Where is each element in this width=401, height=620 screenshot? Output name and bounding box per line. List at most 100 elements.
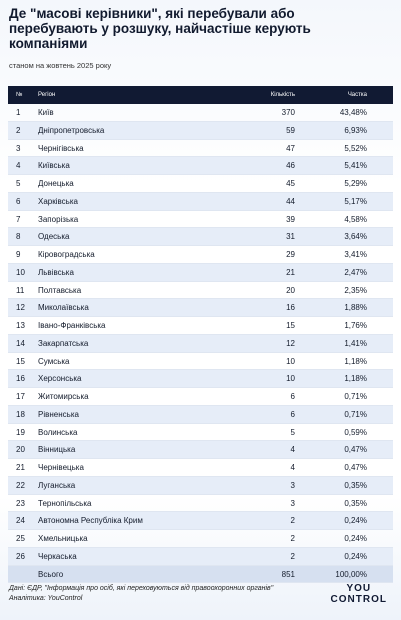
cell: 1,18% [344, 374, 367, 384]
cell: 16 [286, 303, 295, 313]
cell: 10 [286, 374, 295, 384]
cell: Миколаївська [38, 303, 89, 313]
table-row: 12 Миколаївська 16 1,88% [8, 299, 393, 317]
cell: Одеська [38, 232, 70, 242]
table: № Регіон Кількість Частка 1 Київ 370 43,48% 2 Дні… [8, 86, 393, 584]
cell: 6,93% [344, 125, 367, 135]
cell: 1,41% [344, 338, 367, 348]
subtitle: станом на жовтень 2025 року [9, 61, 112, 70]
cell: 43,48% [339, 108, 367, 117]
cell: Закарпатська [38, 338, 89, 348]
table-row: 8 Одеська 31 3,64% [8, 228, 393, 246]
column-header: Регіон [38, 92, 56, 98]
table-row: 7 Запорізька 39 4,58% [8, 211, 393, 229]
cell: Київська [38, 161, 70, 171]
table-row: 9 Кіровоградська 29 3,41% [8, 246, 393, 264]
cell: 31 [286, 232, 295, 242]
table-row: 23 Тернопільська 3 0,35% [8, 495, 393, 513]
table-row: 17 Житомирська 6 0,71% [8, 388, 393, 406]
table-row: 5 Донецька 45 5,29% [8, 175, 393, 193]
logo-line: CONTROL [330, 594, 387, 605]
cell: 8 [16, 232, 21, 242]
table-row: 3 Чернігівська 47 5,52% [8, 140, 393, 158]
cell: 24 [16, 516, 25, 526]
cell: 5,52% [344, 143, 367, 153]
cell: 7 [16, 214, 21, 224]
cell: Дніпропетровська [38, 125, 105, 135]
cell: 0,24% [344, 516, 367, 526]
cell: 4 [290, 445, 295, 455]
cell: Сумська [38, 356, 70, 366]
table-row: 25 Хмельницька 2 0,24% [8, 530, 393, 548]
cell: 12 [286, 338, 295, 348]
analytics: Аналітика: YouControl [9, 595, 83, 602]
cell: 3,41% [344, 250, 367, 259]
table-row: 6 Харківська 44 5,17% [8, 192, 393, 211]
cell: 2 [290, 516, 295, 526]
cell: 5,17% [344, 196, 367, 206]
table-row: 15 Сумська 10 1,18% [8, 353, 393, 371]
cell: 2 [290, 534, 295, 543]
cell: 370 [281, 108, 295, 117]
cell: Івано-Франківська [38, 321, 106, 330]
cell: 45 [286, 179, 295, 188]
cell: 0,47% [344, 445, 367, 455]
cell: Харківська [38, 196, 78, 206]
cell: 13 [16, 321, 25, 330]
cell: 5,41% [344, 161, 367, 171]
cell: 1,88% [344, 303, 367, 313]
table-row: 20 Вінницька 4 0,47% [8, 441, 393, 459]
cell: Вінницька [38, 445, 76, 455]
cell: 0,24% [344, 534, 367, 543]
cell: Тернопільська [38, 498, 92, 508]
table-row: 11 Полтавська 20 2,35% [8, 282, 393, 300]
table-row: 26 Черкаська 2 0,24% [8, 547, 393, 566]
cell: Автономна Республіка Крим [38, 516, 143, 526]
cell: 17 [16, 392, 25, 401]
cell: Чернівецька [38, 463, 84, 472]
cell: 6 [16, 196, 21, 206]
cell: 0,47% [344, 463, 367, 472]
column-header: № [16, 92, 23, 98]
cell: 100,00% [335, 569, 367, 579]
cell: 0,24% [344, 551, 367, 561]
cell: 4,58% [344, 214, 367, 224]
table-row: 16 Херсонська 10 1,18% [8, 370, 393, 388]
cell: Херсонська [38, 374, 82, 384]
cell: 47 [286, 143, 295, 153]
cell: Волинська [38, 427, 78, 437]
table-row: 2 Дніпропетровська 59 6,93% [8, 121, 393, 140]
cell: 18 [16, 409, 25, 419]
cell: Рівненська [38, 409, 79, 419]
header-row: № Регіон Кількість Частка [8, 86, 393, 104]
cell: 10 [286, 356, 295, 366]
cell: 9 [16, 250, 21, 259]
cell: 15 [286, 321, 295, 330]
cell: 0,59% [344, 427, 367, 437]
cell: 2,47% [344, 267, 367, 277]
cell: 59 [286, 125, 295, 135]
cell: 851 [281, 569, 295, 579]
footer: Дані: ЄДР, "Інформація про осіб, які пер… [9, 584, 339, 604]
cell: Хмельницька [38, 534, 88, 543]
cell: 4 [16, 161, 21, 171]
cell: Донецька [38, 179, 74, 188]
cell: Всього [38, 569, 64, 579]
cell: 0,35% [344, 498, 367, 508]
cell: 4 [290, 463, 295, 472]
cell: 2,35% [344, 285, 367, 295]
cell: 3 [290, 480, 295, 490]
cell: 23 [16, 498, 25, 508]
cell: 46 [286, 161, 295, 171]
table-row: 14 Закарпатська 12 1,41% [8, 334, 393, 353]
cell: 0,35% [344, 480, 367, 490]
cell: 1 [16, 108, 21, 117]
cell: 10 [16, 267, 25, 277]
cell: 44 [286, 196, 295, 206]
table-row: 13 Івано-Франківська 15 1,76% [8, 317, 393, 335]
cell: 3,64% [344, 232, 367, 242]
cell: 19 [16, 427, 25, 437]
cell: 5 [290, 427, 295, 437]
column-header: Кількість [270, 92, 295, 98]
